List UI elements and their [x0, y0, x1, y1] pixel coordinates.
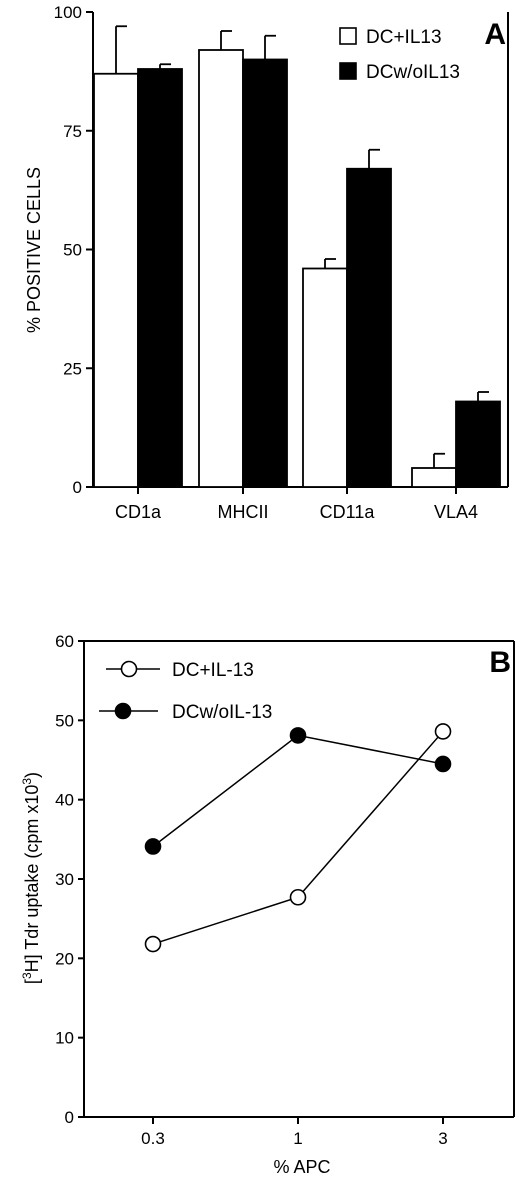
bar-dc-wo-il13: [455, 400, 501, 488]
panel-label-b: B: [489, 646, 511, 679]
data-point-dc-wo-il-13: [434, 755, 452, 773]
series-line-dc-il-13: [152, 730, 444, 945]
y-tick-label-b: 20: [55, 949, 74, 968]
x-tick-label-b: 3: [438, 1129, 447, 1148]
y-tick-label-a: 0: [73, 478, 82, 497]
bar-dc-wo-il13: [137, 68, 183, 488]
y-tick-label-b: 40: [55, 791, 74, 810]
x-category-label: MHCII: [218, 502, 269, 522]
y-tick-label-a: 25: [63, 359, 82, 378]
data-point-dc-wo-il-13: [289, 727, 307, 744]
marks-a: 0 25 50 75 100 CD1a MHCII CD11a VLA4: [54, 3, 501, 522]
y-tick-label-b: 50: [55, 711, 74, 730]
y-axis-label-b: [3H] Tdr uptake (cpm x103): [20, 772, 42, 984]
legend-label-dc-il-13: DC+IL-13: [172, 660, 254, 681]
y-tick-label-b: 60: [55, 632, 74, 651]
x-category-label: CD11a: [320, 502, 376, 522]
bar-dc-il13: [198, 49, 244, 488]
line-chart-panel-b: [3H] Tdr uptake (cpm x103) % APC B DC+IL…: [20, 640, 515, 1177]
bar-dc-il13: [411, 467, 457, 488]
bar-dc-il13: [93, 72, 139, 488]
x-category-label: CD1a: [115, 502, 162, 522]
bar-chart-panel-a: % POSITIVE CELLS A DC+IL13 DCw/oIL13: [24, 12, 509, 488]
legend-label-dc-il13: DC+IL13: [366, 27, 442, 48]
y-axis-label-a: % POSITIVE CELLS: [24, 167, 44, 333]
x-tick-label-b: 0.3: [141, 1129, 165, 1148]
legend-label-dc-wo-il-13: DCw/oIL-13: [172, 702, 272, 723]
y-tick-label-b: 10: [55, 1029, 74, 1048]
bar-dc-il13: [302, 267, 348, 488]
legend-label-dc-wo-il13: DCw/oIL13: [366, 62, 460, 83]
y-tick-label-a: 50: [63, 241, 82, 260]
data-point-dc-il-13: [289, 888, 307, 906]
data-point-dc-wo-il-13: [144, 838, 162, 855]
bar-dc-wo-il13: [242, 58, 288, 488]
y-tick-label-b: 0: [65, 1108, 74, 1127]
legend-marker-dc-wo-il-13: [114, 702, 132, 720]
x-category-label: VLA4: [434, 502, 478, 522]
y-tick-label-a: 75: [63, 122, 82, 141]
series-line-dc-wo-il-13: [152, 734, 444, 848]
bar-dc-wo-il13: [346, 167, 392, 488]
y-tick-label-b: 30: [55, 870, 74, 889]
data-point-dc-il-13: [434, 723, 452, 740]
panel-label-a: A: [484, 18, 506, 51]
legend-marker-dc-il-13: [120, 660, 138, 678]
legend-swatch-dc-wo-il13: [339, 62, 357, 80]
y-tick-label-a: 100: [54, 3, 82, 22]
legend-swatch-dc-il13: [339, 27, 357, 45]
marks-b: 0 10 20 30 40 50 60 0.3 1 3: [55, 632, 452, 1148]
x-tick-label-b: 1: [293, 1129, 302, 1148]
x-axis-label-b: % APC: [273, 1157, 330, 1177]
data-point-dc-il-13: [144, 935, 162, 953]
